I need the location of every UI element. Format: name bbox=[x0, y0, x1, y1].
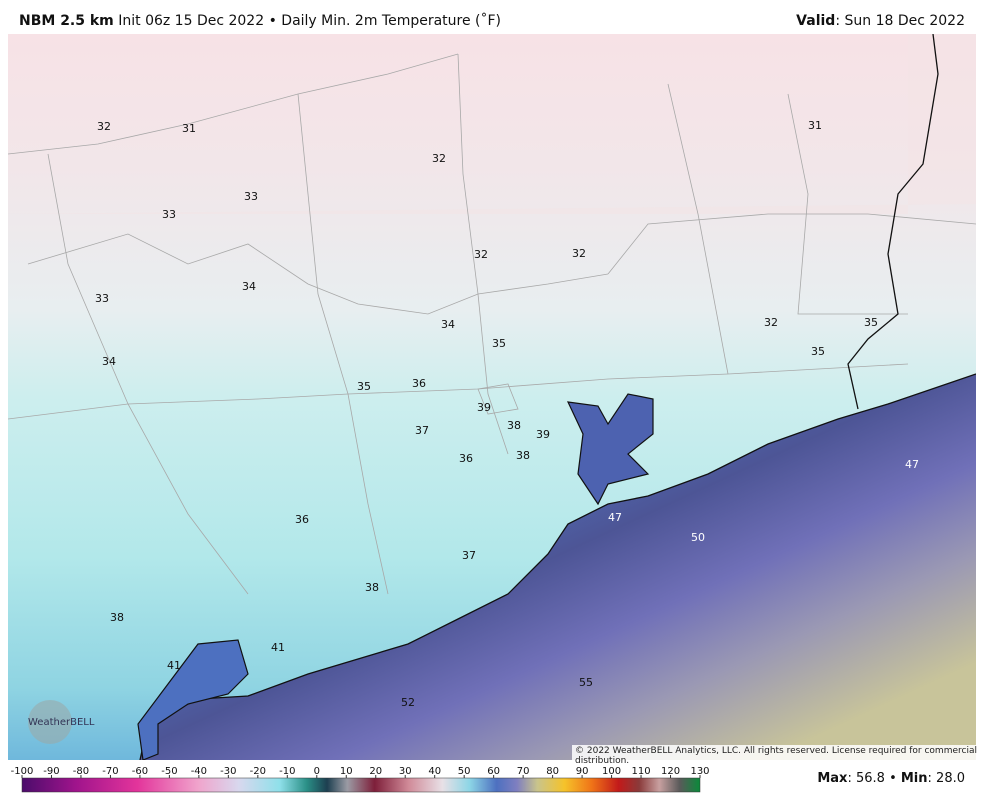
temperature-label: 34 bbox=[441, 318, 455, 331]
valid-label: Valid bbox=[796, 13, 836, 29]
stats: Max: 56.8 • Min: 28.0 bbox=[817, 771, 965, 786]
colorbar-tick-label: -90 bbox=[43, 766, 59, 777]
temperature-label: 47 bbox=[905, 458, 919, 471]
map: 32 31 32 31 33 33 32 32 34 33 34 35 32 35 35 34 35 36 39 38… bbox=[8, 34, 976, 760]
valid-date: : Sun 18 Dec 2022 bbox=[835, 13, 965, 29]
temperature-label: 36 bbox=[295, 513, 309, 526]
matagorda-bay bbox=[137, 639, 249, 760]
colorbar-tick-label: -30 bbox=[220, 766, 236, 777]
temperature-label: 37 bbox=[462, 549, 476, 562]
temperature-label: 38 bbox=[110, 611, 124, 624]
colorbar-tick-label: -50 bbox=[161, 766, 177, 777]
colorbar-tick-label: 100 bbox=[602, 766, 621, 777]
colorbar-tick-label: -40 bbox=[191, 766, 207, 777]
max-label: Max bbox=[817, 771, 848, 786]
colorbar-tick-label: 40 bbox=[428, 766, 441, 777]
temperature-label: 41 bbox=[271, 641, 285, 654]
colorbar-tick-label: 50 bbox=[458, 766, 471, 777]
colorbar-tick-label: 110 bbox=[631, 766, 650, 777]
copyright: © 2022 WeatherBELL Analytics, LLC. All r… bbox=[572, 745, 984, 767]
colorbar-ticks: -100 -90 -80 -70 -60 -50 -40 -30 -20 -10 0 10 20 30 40… bbox=[11, 766, 710, 778]
temperature-label: 33 bbox=[162, 208, 176, 221]
temperature-label: 33 bbox=[95, 292, 109, 305]
colorbar-tick-label: -20 bbox=[250, 766, 266, 777]
temperature-label: 47 bbox=[608, 511, 622, 524]
temperature-label: 35 bbox=[864, 316, 878, 329]
colorbar-tick-label: -100 bbox=[11, 766, 34, 777]
max-value: : 56.8 bbox=[847, 771, 885, 786]
temperature-label: 38 bbox=[507, 419, 521, 432]
temperature-label: 31 bbox=[808, 119, 822, 132]
init: Init 06z 15 Dec 2022 bbox=[118, 13, 265, 29]
colorbar-tick-label: 60 bbox=[487, 766, 500, 777]
colorbar-tick-label: 80 bbox=[546, 766, 559, 777]
colorbar-tick-label: -60 bbox=[132, 766, 148, 777]
min-value: : 28.0 bbox=[927, 771, 965, 786]
temperature-label: 52 bbox=[401, 696, 415, 709]
colorbar-tick-label: 10 bbox=[340, 766, 353, 777]
logo-text: WeatherBELL bbox=[28, 717, 95, 728]
colorbar-tick-label: 120 bbox=[661, 766, 680, 777]
temperature-label: 36 bbox=[459, 452, 473, 465]
separator: • bbox=[268, 13, 277, 29]
colorbar-tick-label: 90 bbox=[576, 766, 589, 777]
temperature-label: 32 bbox=[432, 152, 446, 165]
stats-separator: • bbox=[889, 771, 897, 786]
temperature-label: 35 bbox=[811, 345, 825, 358]
temperature-label: 39 bbox=[477, 401, 491, 414]
temperature-label: 36 bbox=[412, 377, 426, 390]
colorbar-tick-label: -80 bbox=[73, 766, 89, 777]
model: NBM 2.5 km bbox=[19, 13, 114, 29]
temperature-label: 39 bbox=[536, 428, 550, 441]
state-border bbox=[847, 34, 939, 410]
colorbar-tick-label: 130 bbox=[690, 766, 709, 777]
temperature-label: 37 bbox=[415, 424, 429, 437]
temperature-labels: 32 31 32 31 33 33 32 32 34 33 34 35 32 35 35 34 35 36 39 38… bbox=[95, 119, 919, 709]
temperature-label: 32 bbox=[97, 120, 111, 133]
temperature-label: 50 bbox=[691, 531, 705, 544]
temperature-label: 34 bbox=[102, 355, 116, 368]
temperature-label: 32 bbox=[572, 247, 586, 260]
temperature-label: 33 bbox=[244, 190, 258, 203]
colorbar-tick-label: 0 bbox=[314, 766, 320, 777]
logo-globe bbox=[28, 700, 72, 744]
colorbar-tick-label: 20 bbox=[369, 766, 382, 777]
county-lines bbox=[8, 53, 976, 595]
colorbar: -100 -90 -80 -70 -60 -50 -40 -30 -20 -10 0 10 20 30 40… bbox=[11, 766, 710, 793]
temperature-label: 41 bbox=[167, 659, 181, 672]
colorbar-tick-label: 30 bbox=[399, 766, 412, 777]
logo: WeatherBELL bbox=[28, 700, 95, 744]
colorbar-tick-label: -70 bbox=[102, 766, 118, 777]
temperature-label: 38 bbox=[516, 449, 530, 462]
temperature-label: 35 bbox=[357, 380, 371, 393]
colorbar-tick-label: -10 bbox=[279, 766, 295, 777]
header: NBM 2.5 km Init 06z 15 Dec 2022 • Daily … bbox=[0, 0, 984, 34]
coastline bbox=[139, 373, 976, 760]
header-right: Valid: Sun 18 Dec 2022 bbox=[796, 13, 965, 29]
temperature-label: 38 bbox=[365, 581, 379, 594]
gulf bbox=[140, 374, 976, 760]
title: Daily Min. 2m Temperature (˚F) bbox=[281, 13, 502, 29]
temperature-label: 32 bbox=[474, 248, 488, 261]
temperature-label: 35 bbox=[492, 337, 506, 350]
temperature-label: 34 bbox=[242, 280, 256, 293]
header-left: NBM 2.5 km Init 06z 15 Dec 2022 • Daily … bbox=[19, 13, 501, 29]
temperature-label: 31 bbox=[182, 122, 196, 135]
galveston-bay bbox=[566, 393, 654, 506]
min-label: Min bbox=[900, 771, 928, 786]
temperature-label: 32 bbox=[764, 316, 778, 329]
colorbar-ramp bbox=[21, 777, 701, 793]
colorbar-tick-label: 70 bbox=[517, 766, 530, 777]
temperature-label: 55 bbox=[579, 676, 593, 689]
